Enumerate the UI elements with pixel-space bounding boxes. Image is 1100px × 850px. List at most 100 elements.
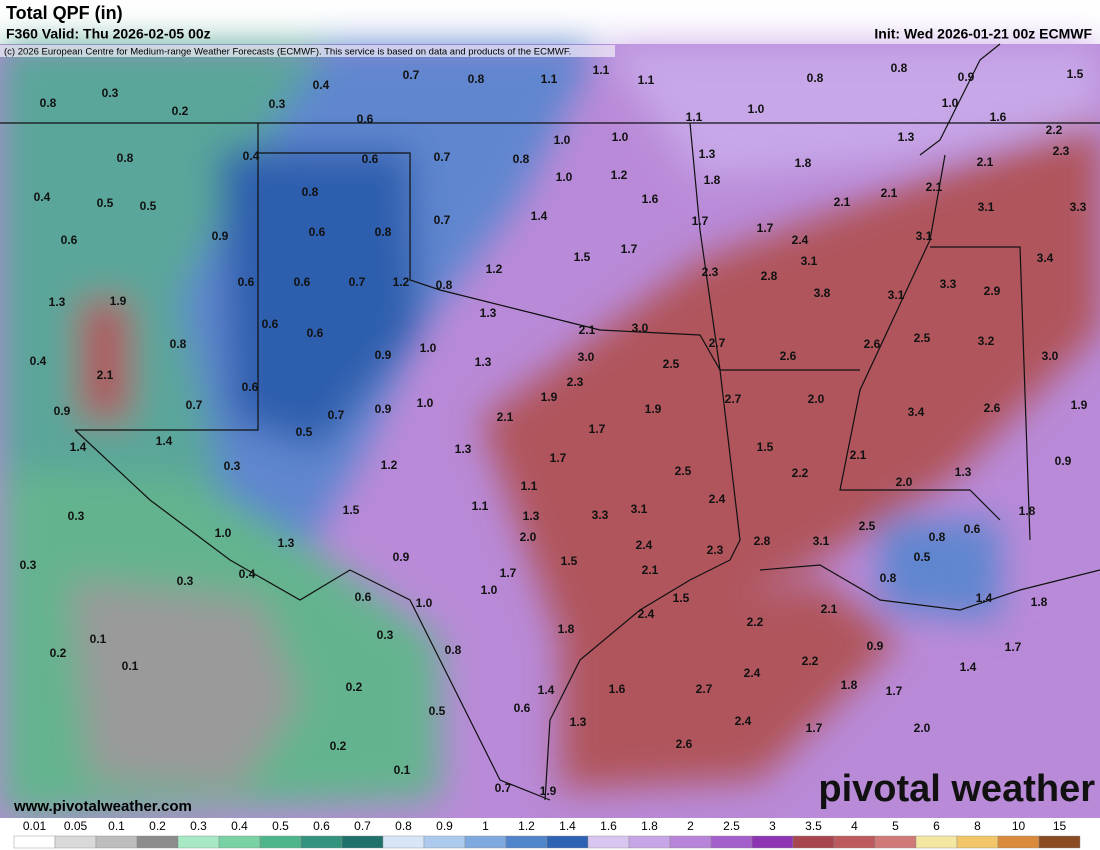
value-label: 0.3 xyxy=(68,509,85,523)
value-label: 2.6 xyxy=(780,349,797,363)
value-label: 0.6 xyxy=(357,112,374,126)
value-label: 2.4 xyxy=(735,714,752,728)
legend-swatch xyxy=(710,835,753,849)
value-label: 0.8 xyxy=(375,225,392,239)
value-label: 0.7 xyxy=(349,275,366,289)
value-label: 2.1 xyxy=(926,180,943,194)
value-label: 0.5 xyxy=(914,550,931,564)
value-label: 0.8 xyxy=(513,152,530,166)
value-label: 2.7 xyxy=(709,336,726,350)
legend-tick-label: 5 xyxy=(892,819,899,833)
value-label: 1.4 xyxy=(70,440,87,454)
value-label: 2.0 xyxy=(808,392,825,406)
value-label: 0.8 xyxy=(117,151,134,165)
value-label: 1.9 xyxy=(110,294,127,308)
legend-tick-label: 0.2 xyxy=(149,819,166,833)
value-label: 0.9 xyxy=(54,404,71,418)
borders xyxy=(0,43,1100,801)
legend-swatch xyxy=(792,835,835,849)
value-label: 0.7 xyxy=(403,68,420,82)
value-label: 0.6 xyxy=(262,317,279,331)
value-label: 2.4 xyxy=(792,233,809,247)
legend-tick-label: 1.2 xyxy=(518,819,535,833)
value-label: 0.3 xyxy=(377,628,394,642)
value-label: 1.5 xyxy=(574,250,591,264)
legend-swatch xyxy=(628,835,671,849)
value-label: 1.0 xyxy=(420,341,437,355)
legend-tick-label: 3.5 xyxy=(805,819,822,833)
legend-tick-label: 1.8 xyxy=(641,819,658,833)
legend-tick-label: 0.3 xyxy=(190,819,207,833)
value-label: 1.3 xyxy=(898,130,915,144)
value-label: 0.1 xyxy=(394,763,411,777)
value-label: 0.7 xyxy=(434,213,451,227)
value-label: 0.8 xyxy=(436,278,453,292)
value-label: 1.2 xyxy=(381,458,398,472)
legend-swatch xyxy=(382,835,425,849)
value-label: 1.0 xyxy=(481,583,498,597)
value-label: 0.6 xyxy=(238,275,255,289)
value-label: 2.6 xyxy=(864,337,881,351)
legend-swatch xyxy=(54,835,97,849)
legend-tick-label: 0.7 xyxy=(354,819,371,833)
value-label: 0.9 xyxy=(1055,454,1072,468)
value-label: 2.2 xyxy=(1046,123,1063,137)
value-label: 0.8 xyxy=(929,530,946,544)
value-label: 3.2 xyxy=(978,334,995,348)
value-label: 1.3 xyxy=(480,306,497,320)
value-label: 2.8 xyxy=(754,534,771,548)
value-label: 0.4 xyxy=(239,567,256,581)
copyright: (c) 2026 European Centre for Medium-rang… xyxy=(4,47,571,58)
value-label: 0.6 xyxy=(964,522,981,536)
value-label: 1.3 xyxy=(570,715,587,729)
value-label: 1.5 xyxy=(1067,67,1084,81)
value-label: 0.4 xyxy=(34,190,51,204)
value-label: 1.4 xyxy=(531,209,548,223)
legend-swatch xyxy=(177,835,220,849)
value-label: 2.5 xyxy=(663,357,680,371)
value-label: 2.6 xyxy=(984,401,1001,415)
value-label: 0.6 xyxy=(362,152,379,166)
value-label: 1.4 xyxy=(976,591,993,605)
legend-swatch xyxy=(956,835,999,849)
value-label: 1.1 xyxy=(686,110,703,124)
value-label: 1.3 xyxy=(278,536,295,550)
value-label: 1.5 xyxy=(757,440,774,454)
value-label: 3.0 xyxy=(578,350,595,364)
value-label: 1.9 xyxy=(541,390,558,404)
value-label: 0.6 xyxy=(355,590,372,604)
value-label: 0.9 xyxy=(867,639,884,653)
value-label: 0.3 xyxy=(102,86,119,100)
legend-tick-label: 0.6 xyxy=(313,819,330,833)
legend-swatch xyxy=(669,835,712,849)
value-label: 0.4 xyxy=(243,149,260,163)
value-label: 2.5 xyxy=(914,331,931,345)
legend-tick-label: 8 xyxy=(974,819,981,833)
legend-swatch xyxy=(505,835,548,849)
value-label: 2.1 xyxy=(821,602,838,616)
value-label: 2.0 xyxy=(896,475,913,489)
value-label: 1.8 xyxy=(795,156,812,170)
value-label: 1.9 xyxy=(540,784,557,798)
value-label: 0.3 xyxy=(177,574,194,588)
legend-swatch xyxy=(997,835,1040,849)
value-label: 1.7 xyxy=(806,721,823,735)
value-label: 2.1 xyxy=(497,410,514,424)
value-label: 1.7 xyxy=(886,684,903,698)
value-label: 3.0 xyxy=(1042,349,1059,363)
precip-field xyxy=(0,44,1100,818)
value-label: 1.6 xyxy=(642,192,659,206)
map-labels: 0.3 0.8 0.2 0.3 0.4 0.7 0.8 1.1 1.1 1.1 0.8 0.8 0.9 1… xyxy=(20,61,1088,798)
value-label: 0.5 xyxy=(140,199,157,213)
value-label: 2.2 xyxy=(747,615,764,629)
value-label: 0.9 xyxy=(212,229,229,243)
legend-tick-label: 0.1 xyxy=(108,819,125,833)
value-label: 1.1 xyxy=(472,499,489,513)
value-label: 0.4 xyxy=(313,78,330,92)
value-label: 1.2 xyxy=(393,275,410,289)
value-label: 1.5 xyxy=(673,591,690,605)
value-label: 0.7 xyxy=(495,781,512,795)
value-label: 0.1 xyxy=(90,632,107,646)
value-label: 0.4 xyxy=(30,354,47,368)
